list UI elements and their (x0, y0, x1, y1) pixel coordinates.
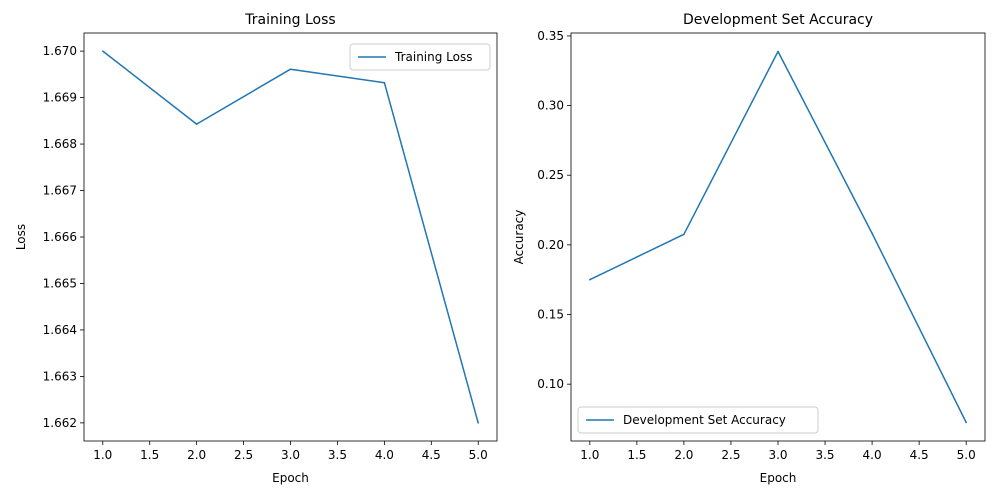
legend-box (577, 406, 819, 434)
data-point (383, 81, 386, 84)
y-tick-label: 1.667 (43, 184, 77, 198)
y-tick-label: 1.665 (43, 276, 77, 290)
x-tick-label: 1.5 (627, 448, 646, 462)
data-point (195, 123, 198, 125)
data-point (683, 233, 685, 236)
legend-label: Development Set Accuracy (623, 413, 786, 427)
x-tick-label: 3.5 (815, 448, 834, 462)
x-tick-label: 5.0 (469, 448, 488, 462)
training-loss-chart: Training Loss 1.0 1.5 2.0 2.5 3.0 3.5 4.0 4.5 5.0… (14, 12, 498, 485)
x-tick-label: 1.0 (580, 448, 599, 462)
series-line (102, 50, 479, 424)
legend-box (349, 43, 491, 71)
x-tick-label: 3.0 (768, 448, 787, 462)
data-point (777, 50, 779, 53)
chart-title: Training Loss (244, 12, 335, 28)
x-tick-label: 3.0 (281, 448, 300, 462)
y-tick-label: 0.25 (537, 168, 564, 182)
x-tick-label: 4.0 (863, 448, 882, 462)
chart-title: Development Set Accuracy (683, 12, 873, 28)
y-tick-label: 0.15 (537, 308, 564, 322)
data-point (871, 232, 873, 235)
x-tick-label: 3.5 (328, 448, 347, 462)
x-tick-label: 2.5 (234, 448, 253, 462)
x-tick-label: 1.0 (93, 448, 112, 462)
y-tick-label: 1.668 (43, 137, 77, 151)
x-tick-label: 4.5 (910, 448, 929, 462)
y-axis-label: Accuracy (512, 210, 526, 265)
x-tick-label: 2.5 (721, 448, 740, 462)
y-tick-label: 1.662 (43, 416, 77, 430)
y-tick-label: 0.35 (537, 29, 564, 43)
x-tick-label: 4.0 (375, 448, 394, 462)
y-tick-label: 1.670 (43, 44, 77, 58)
y-tick-label: 0.30 (537, 99, 564, 113)
data-point (589, 278, 591, 281)
y-axis-label: Loss (14, 224, 28, 250)
y-tick-label: 1.664 (43, 323, 77, 337)
dev-accuracy-chart: Development Set Accuracy 1.0 1.5 2.0 2.5 3.0 3… (512, 12, 986, 485)
y-tick-label: 0.10 (537, 377, 564, 391)
x-tick-label: 5.0 (957, 448, 976, 462)
x-tick-label: 4.5 (422, 448, 441, 462)
y-tick-label: 1.669 (43, 91, 77, 105)
data-point (101, 50, 104, 52)
x-tick-label: 2.0 (674, 448, 693, 462)
x-tick-label: 2.0 (187, 448, 206, 462)
plot-frame (570, 32, 986, 442)
x-axis-label: Epoch (760, 471, 797, 485)
x-tick-label: 1.5 (140, 448, 159, 462)
data-point (965, 421, 967, 424)
legend-label: Training Loss (394, 50, 472, 64)
series-line (589, 50, 967, 423)
plot-frame (83, 32, 498, 442)
y-tick-label: 1.663 (43, 369, 77, 383)
y-tick-label: 1.666 (43, 230, 77, 244)
x-axis-label: Epoch (272, 471, 309, 485)
data-point (289, 68, 292, 71)
data-point (477, 422, 480, 424)
y-tick-label: 0.20 (537, 238, 564, 252)
